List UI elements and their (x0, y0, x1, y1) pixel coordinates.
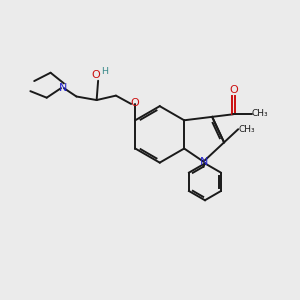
Text: N: N (59, 82, 68, 93)
Text: O: O (130, 98, 139, 108)
Text: H: H (101, 67, 108, 76)
Text: O: O (229, 85, 238, 95)
Text: CH₃: CH₃ (252, 109, 268, 118)
Text: O: O (92, 70, 100, 80)
Text: CH₃: CH₃ (238, 125, 255, 134)
Text: N: N (200, 157, 208, 167)
